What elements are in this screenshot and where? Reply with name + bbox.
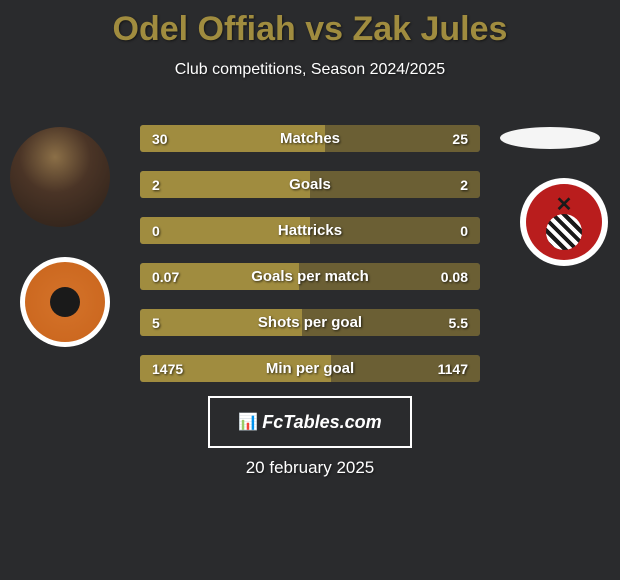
watermark-text: FcTables.com — [262, 412, 381, 433]
stat-label: Goals — [289, 176, 331, 193]
club-logo-left — [20, 257, 110, 347]
stat-label: Shots per goal — [258, 314, 362, 331]
club-logo-right — [520, 178, 608, 266]
chart-icon: 📊 — [238, 412, 258, 432]
stat-value-right: 5.5 — [449, 315, 468, 331]
stat-value-right: 0.08 — [441, 269, 468, 285]
stat-value-left: 1475 — [152, 361, 183, 377]
stat-bar-shots-per-goal: 5 Shots per goal 5.5 — [140, 309, 480, 336]
stat-value-right: 2 — [460, 177, 468, 193]
stat-label: Hattricks — [278, 222, 342, 239]
stat-bar-matches: 30 Matches 25 — [140, 125, 480, 152]
player-photo-right — [500, 127, 600, 149]
stat-value-left: 5 — [152, 315, 160, 331]
date-text: 20 february 2025 — [0, 458, 620, 478]
stats-container: 30 Matches 25 2 Goals 2 0 Hattricks 0 0.… — [140, 125, 480, 401]
season-subtitle: Club competitions, Season 2024/2025 — [0, 61, 620, 79]
stat-value-left: 2 — [152, 177, 160, 193]
stat-bar-goals-per-match: 0.07 Goals per match 0.08 — [140, 263, 480, 290]
comparison-title: Odel Offiah vs Zak Jules — [0, 0, 620, 49]
player-photo-left — [10, 127, 110, 227]
stat-bar-hattricks: 0 Hattricks 0 — [140, 217, 480, 244]
stat-label: Min per goal — [266, 360, 354, 377]
stat-value-right: 25 — [452, 131, 468, 147]
stat-value-right: 0 — [460, 223, 468, 239]
stat-value-left: 0 — [152, 223, 160, 239]
stat-bar-min-per-goal: 1475 Min per goal 1147 — [140, 355, 480, 382]
stat-label: Goals per match — [251, 268, 369, 285]
stat-value-left: 0.07 — [152, 269, 179, 285]
stat-value-right: 1147 — [438, 361, 468, 377]
stat-value-left: 30 — [152, 131, 168, 147]
stat-bar-goals: 2 Goals 2 — [140, 171, 480, 198]
stat-label: Matches — [280, 130, 340, 147]
watermark-box: 📊 FcTables.com — [208, 396, 412, 448]
